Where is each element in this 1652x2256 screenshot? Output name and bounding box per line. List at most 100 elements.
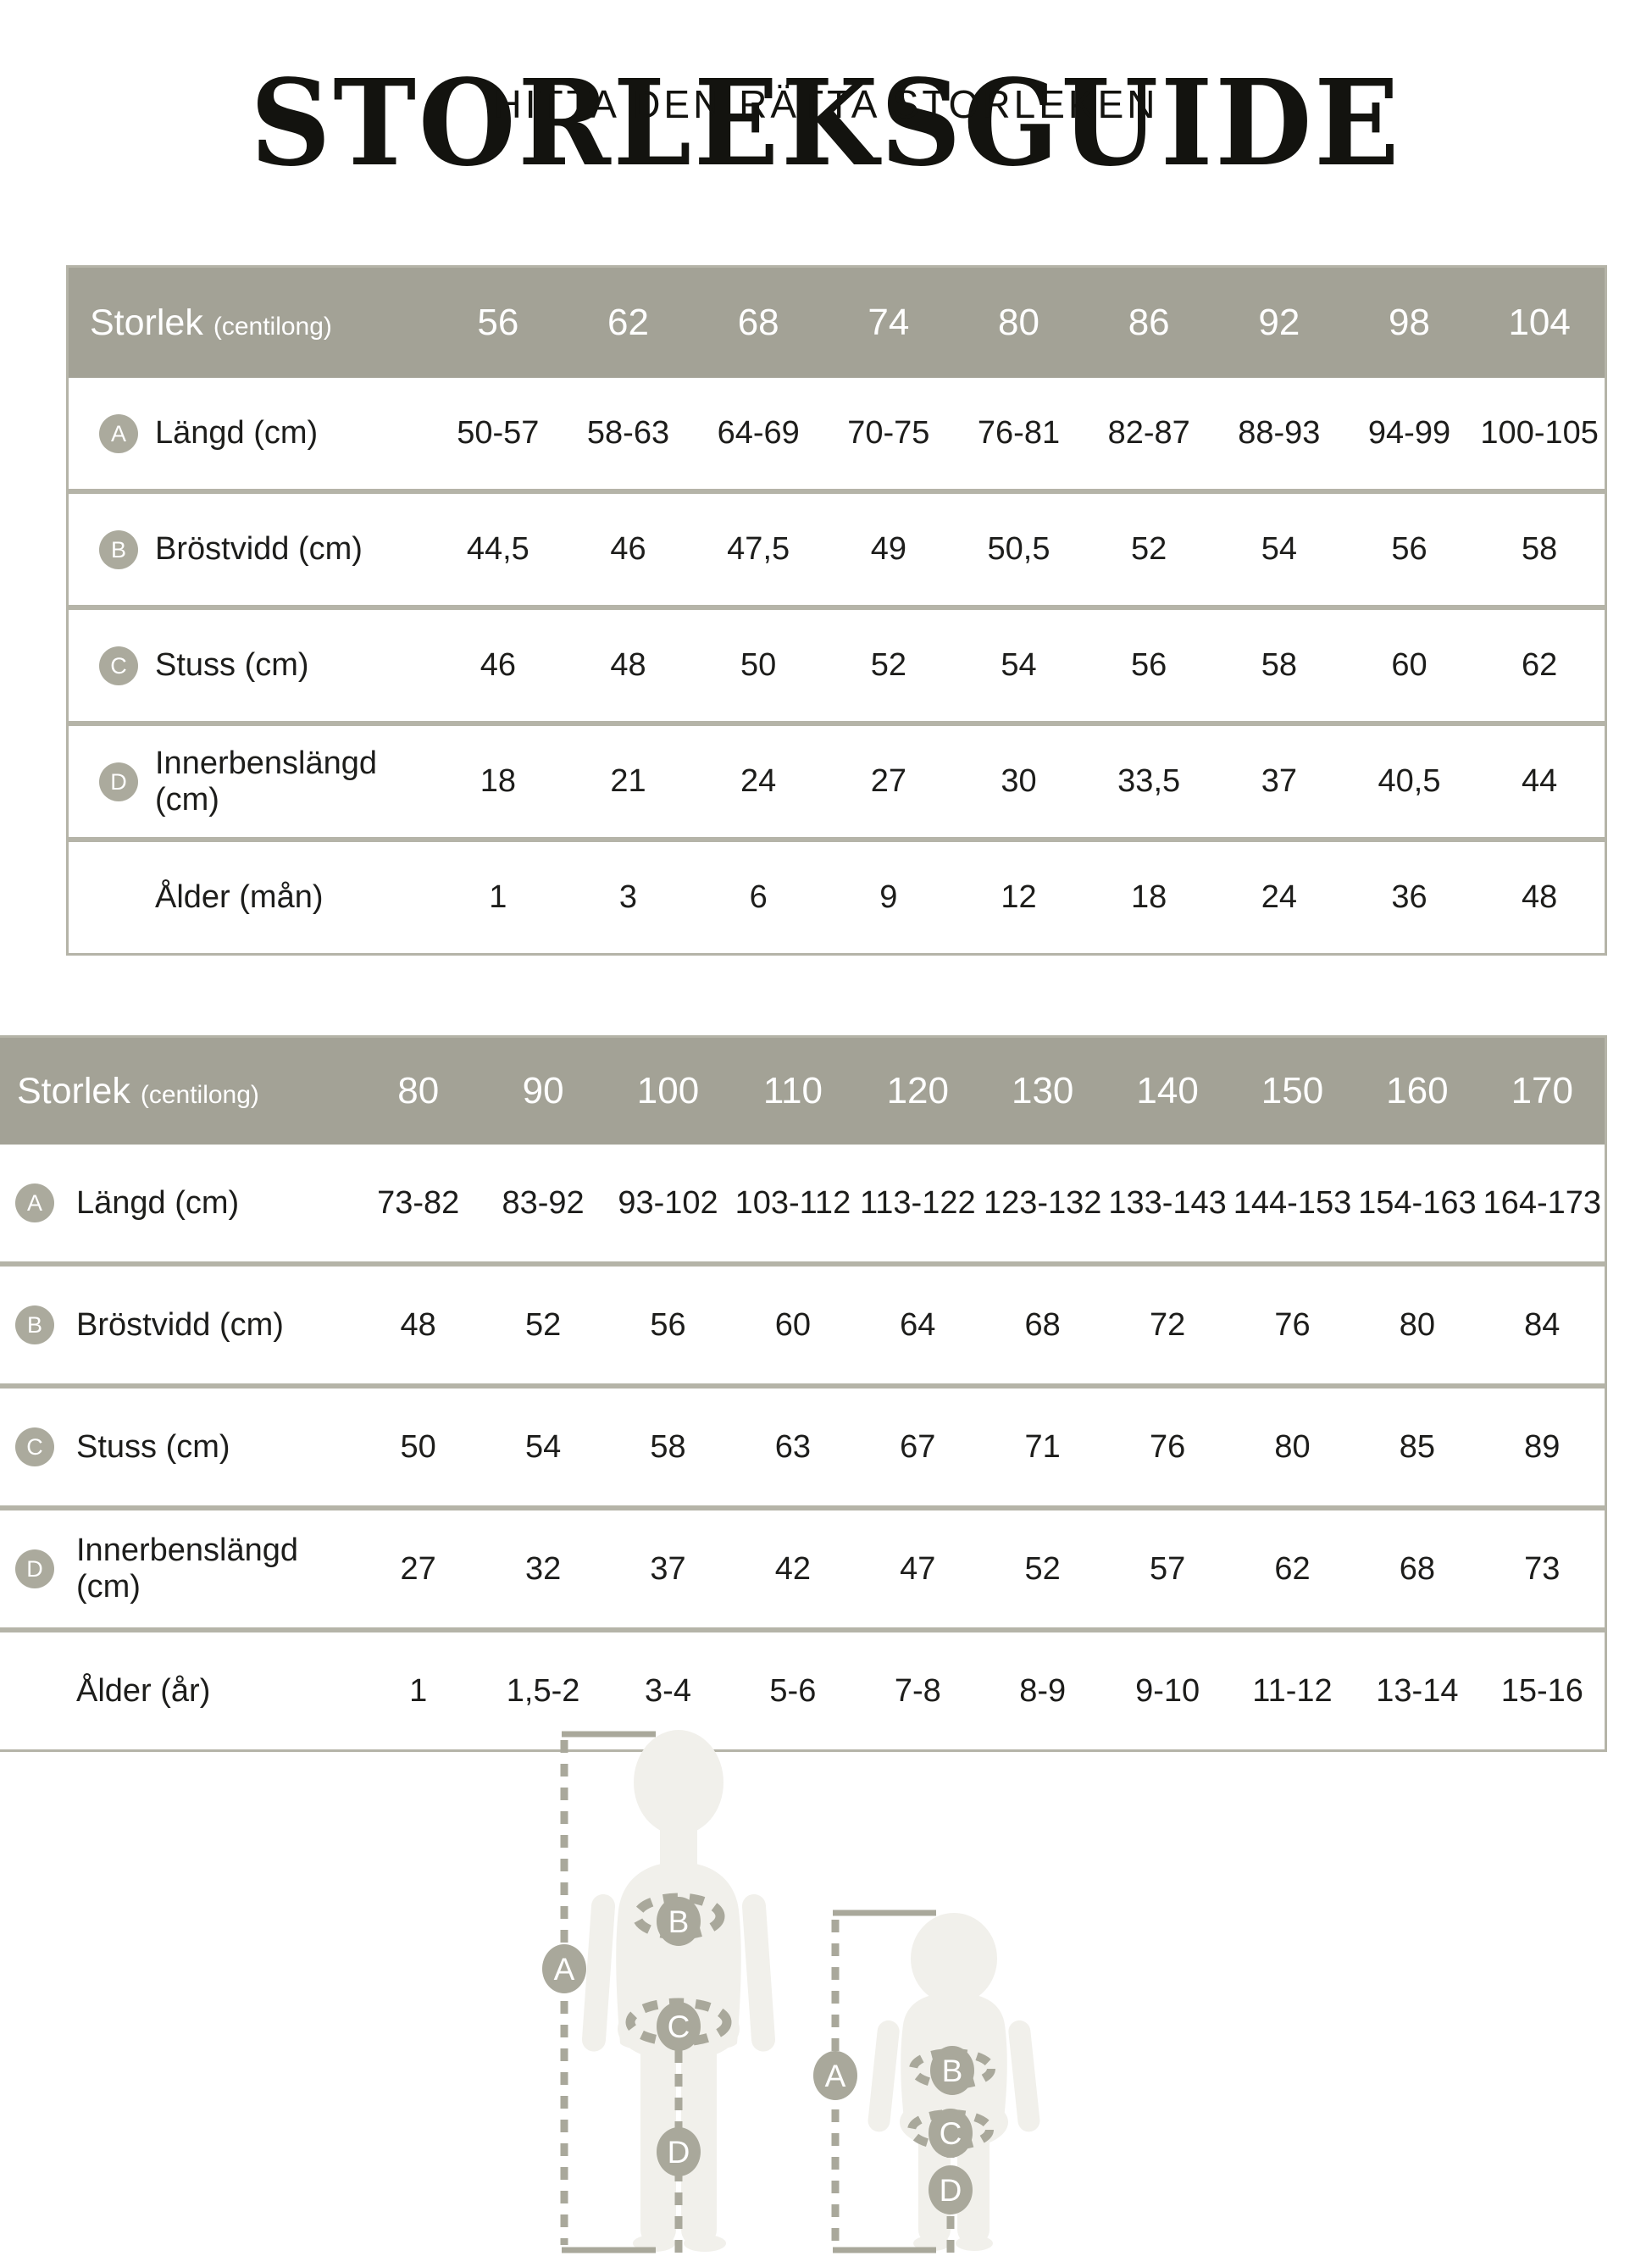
cell-value: 58 (1261, 647, 1297, 683)
table-row-chest: B Bröstvidd (cm) 44,5 46 47,5 49 50,5 52… (69, 489, 1605, 605)
cell-value: 100-105 (1480, 415, 1599, 451)
figure-badge-a: A (554, 1952, 575, 1987)
size-column-header: 80 (998, 302, 1039, 343)
cell-value: 46 (610, 531, 646, 567)
table-row-length: A Längd (cm) 50-57 58-63 64-69 70-75 76-… (69, 378, 1605, 489)
cell-value: 44,5 (466, 531, 529, 567)
cell-value: 46 (480, 647, 516, 683)
figure-badges: A B C D A B C D (542, 1897, 974, 2214)
size-column-header: 120 (886, 1070, 949, 1111)
table-row-age: Ålder (år) 1 1,5-2 3-4 5-6 7-8 8-9 9-10 … (0, 1627, 1605, 1749)
cell-value: 1 (409, 1672, 428, 1709)
table-row-inseam: D Innerbenslängd (cm) 18 21 24 27 30 33,… (69, 721, 1605, 837)
figure-badge-b: B (942, 2054, 963, 2088)
cell-value: 52 (870, 647, 906, 683)
size-column-header: 74 (868, 302, 910, 343)
size-column-header: 92 (1258, 302, 1300, 343)
size-column-header: 100 (636, 1070, 700, 1111)
cell-value: 58 (1522, 531, 1558, 567)
table-row-seat: C Stuss (cm) 50 54 58 63 67 71 76 80 85 … (0, 1383, 1605, 1505)
cell-value: 13-14 (1376, 1672, 1459, 1709)
row-label: Innerbenslängd (cm) (155, 745, 377, 818)
cell-value: 44 (1522, 763, 1558, 799)
cell-value: 71 (1024, 1428, 1061, 1465)
cell-value: 93-102 (618, 1184, 718, 1221)
figure-badge-c: C (668, 2009, 690, 2044)
cell-value: 62 (1522, 647, 1558, 683)
cell-value: 62 (1274, 1550, 1311, 1587)
cell-value: 27 (400, 1550, 436, 1587)
cell-value: 63 (774, 1428, 812, 1465)
cell-value: 164-173 (1483, 1184, 1602, 1221)
chest-measure-ellipse (909, 2048, 995, 2089)
cell-value: 56 (650, 1306, 686, 1343)
size-column-header: 160 (1386, 1070, 1449, 1111)
cell-value: 54 (524, 1428, 562, 1465)
cell-value: 33,5 (1117, 763, 1181, 799)
figure-badge-d: D (940, 2173, 962, 2208)
measurement-figure: A B C D A B C D (474, 1728, 1067, 2256)
cell-value: 21 (610, 763, 646, 799)
cell-value: 3 (618, 879, 638, 915)
size-column-header: 68 (737, 302, 779, 343)
cell-value: 50-57 (457, 415, 540, 451)
row-label: Innerbenslängd (cm) (76, 1533, 298, 1605)
cell-value: 8-9 (1019, 1672, 1067, 1709)
cell-value: 84 (1524, 1306, 1561, 1343)
cell-value: 49 (870, 531, 906, 567)
cell-value: 60 (774, 1306, 812, 1343)
size-column-header: 62 (607, 302, 649, 343)
cell-value: 24 (740, 763, 777, 799)
cell-value: 3-4 (645, 1672, 691, 1709)
header-subtitle: (centilong) (213, 312, 332, 341)
measure-badge-b: B (15, 1305, 54, 1344)
cell-value: 133-143 (1108, 1184, 1227, 1221)
cell-value: 36 (1391, 879, 1427, 915)
cell-value: 94-99 (1367, 415, 1451, 451)
header-subtitle: (centilong) (140, 1080, 259, 1109)
cell-value: 50,5 (987, 531, 1051, 567)
measure-badge-a: A (99, 413, 138, 453)
cell-value: 15-16 (1500, 1672, 1583, 1709)
cell-value: 52 (524, 1306, 562, 1343)
cell-value: 50 (740, 647, 777, 683)
cell-value: 32 (524, 1550, 562, 1587)
row-label: Stuss (cm) (155, 647, 309, 683)
table-header-label: Storlek (centilong) (69, 302, 433, 344)
size-column-header: 98 (1389, 302, 1430, 343)
cell-value: 58 (650, 1428, 686, 1465)
header-title: Storlek (90, 302, 203, 343)
page-title: STORLEKSGUIDE (0, 64, 1652, 183)
size-table-kids: Storlek (centilong) 80 90 100 110 120 13… (0, 1035, 1607, 1752)
cell-value: 18 (1131, 879, 1167, 915)
size-table-baby: Storlek (centilong) 56 62 68 74 80 86 92… (66, 265, 1607, 956)
cell-value: 1 (489, 879, 507, 915)
cell-value: 72 (1149, 1306, 1186, 1343)
size-column-header: 140 (1136, 1070, 1199, 1111)
figure-badge-b: B (668, 1904, 690, 1939)
cell-value: 80 (1274, 1428, 1311, 1465)
size-column-header: 104 (1508, 302, 1571, 343)
cell-value: 82-87 (1107, 415, 1190, 451)
cell-value: 47 (900, 1550, 936, 1587)
cell-value: 7-8 (894, 1672, 941, 1709)
cell-value: 54 (1261, 531, 1297, 567)
cell-value: 56 (1391, 531, 1427, 567)
cell-value: 83-92 (502, 1184, 585, 1221)
chest-measure-ellipse (632, 1893, 725, 1940)
table-header-row: Storlek (centilong) 80 90 100 110 120 13… (0, 1038, 1605, 1145)
size-column-header: 80 (397, 1070, 440, 1111)
figure-badge-a: A (825, 2059, 846, 2093)
cell-value: 54 (1001, 647, 1037, 683)
cell-value: 37 (650, 1550, 686, 1587)
cell-value: 80 (1399, 1306, 1436, 1343)
table-header-row: Storlek (centilong) 56 62 68 74 80 86 92… (69, 268, 1605, 378)
seat-measure-ellipse (907, 2109, 994, 2150)
table-row-length: A Längd (cm) 73-82 83-92 93-102 103-112 … (0, 1145, 1605, 1261)
row-label: Ålder (mån) (155, 879, 324, 915)
size-column-header: 170 (1511, 1070, 1573, 1111)
cell-value: 103-112 (735, 1184, 851, 1221)
cell-value: 113-122 (859, 1184, 976, 1221)
size-figure-svg: A B C D A B C D (542, 1730, 1040, 2253)
size-column-header: 130 (1011, 1070, 1074, 1111)
